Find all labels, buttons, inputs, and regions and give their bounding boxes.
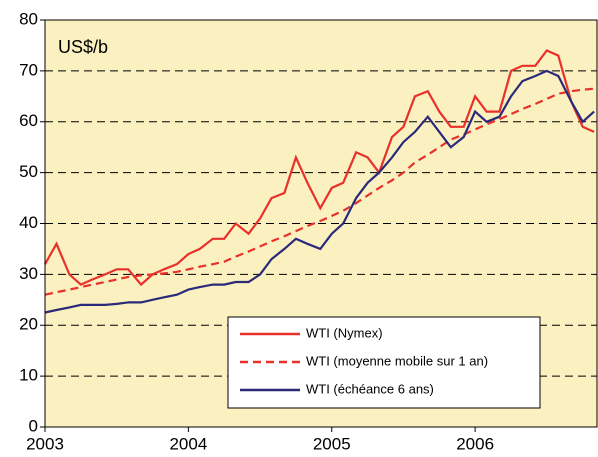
series-line bbox=[44, 69, 595, 314]
x-tick-label: 2006 bbox=[456, 434, 494, 453]
plot-border bbox=[44, 19, 598, 428]
y-axis-label: US$/b bbox=[58, 37, 108, 57]
series-line bbox=[44, 87, 595, 296]
y-tick-label: 20 bbox=[19, 315, 38, 334]
series-line bbox=[44, 49, 595, 287]
y-tick-label: 50 bbox=[19, 162, 38, 181]
x-tick-label: 2004 bbox=[169, 434, 207, 453]
y-tick-label: 70 bbox=[19, 60, 38, 79]
legend bbox=[227, 316, 541, 409]
legend-label: WTI (Nymex) bbox=[306, 325, 383, 340]
y-tick-label: 60 bbox=[19, 111, 38, 130]
x-tick-label: 2005 bbox=[313, 434, 351, 453]
y-tick-label: 40 bbox=[19, 213, 38, 232]
legend-label: WTI (échéance 6 ans) bbox=[306, 381, 434, 396]
x-tick-label: 2003 bbox=[26, 434, 64, 453]
y-tick-label: 80 bbox=[19, 9, 38, 28]
y-tick-label: 30 bbox=[19, 264, 38, 283]
legend-label: WTI (moyenne mobile sur 1 an) bbox=[306, 353, 488, 368]
y-tick-label: 0 bbox=[29, 416, 38, 435]
y-tick-label: 10 bbox=[19, 366, 38, 385]
